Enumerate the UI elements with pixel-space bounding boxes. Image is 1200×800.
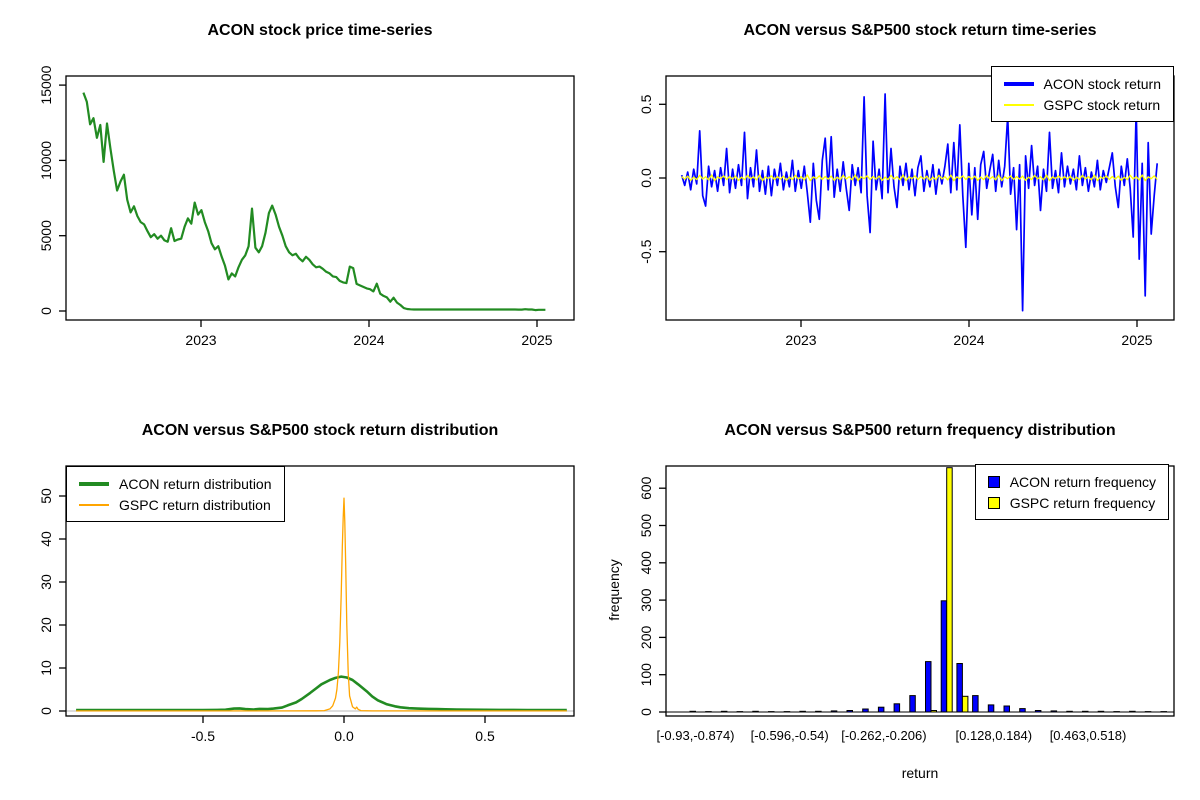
svg-text:[-0.93,-0.874): [-0.93,-0.874): [656, 728, 734, 743]
return-timeseries-legend: ACON stock return GSPC stock return: [990, 66, 1174, 122]
svg-text:[-0.262,-0.206): [-0.262,-0.206): [841, 728, 926, 743]
return-distribution-legend: ACON return distribution GSPC return dis…: [66, 466, 285, 522]
svg-text:40: 40: [38, 531, 54, 547]
acon-density-line-swatch: [79, 481, 109, 486]
gspc-density-line-swatch: [79, 503, 109, 506]
svg-text:2024: 2024: [953, 332, 984, 348]
svg-text:[0.128,0.184): [0.128,0.184): [955, 728, 1032, 743]
svg-text:10: 10: [38, 660, 54, 676]
svg-text:2024: 2024: [353, 332, 384, 348]
legend-label: ACON return distribution: [119, 475, 272, 492]
return-timeseries-chart: -0.5 0.0 0.5 2023 2024 2025: [638, 75, 1175, 348]
return-frequency-chart: 0 100 200 300 400 500 600 [-0.93,-0.874) [-0.596…: [638, 465, 1175, 743]
svg-text:100: 100: [638, 663, 654, 687]
svg-text:-0.5: -0.5: [191, 728, 215, 744]
legend-item-acon-return: ACON stock return: [1003, 73, 1161, 94]
svg-text:50: 50: [38, 488, 54, 504]
return-frequency-legend: ACON return frequency GSPC return freque…: [974, 464, 1169, 520]
svg-text:300: 300: [638, 588, 654, 612]
acon-return-line-swatch: [1003, 81, 1034, 86]
legend-label: GSPC return frequency: [1009, 494, 1156, 511]
svg-text:0: 0: [38, 307, 54, 315]
legend-item-gspc-return: GSPC stock return: [1003, 94, 1161, 115]
svg-text:5000: 5000: [38, 220, 54, 251]
svg-text:2023: 2023: [785, 332, 816, 348]
gspc-return-line-swatch: [1003, 103, 1034, 106]
acon-frequency-square-swatch: [987, 475, 1000, 488]
svg-text:30: 30: [38, 574, 54, 590]
panel-return-distribution: 0 10 20 30 40 50 -0.5 0.0 0.5 ACON versus S&P500…: [0, 400, 600, 800]
legend-label: ACON stock return: [1043, 75, 1161, 92]
svg-text:20: 20: [38, 617, 54, 633]
legend-label: GSPC stock return: [1043, 96, 1161, 113]
svg-text:0.0: 0.0: [334, 728, 354, 744]
return-distribution-chart: 0 10 20 30 40 50 -0.5 0.0 0.5: [38, 465, 575, 744]
gspc-frequency-square-swatch: [987, 496, 1000, 509]
svg-text:2025: 2025: [1121, 332, 1152, 348]
panel-return-frequency: 0 100 200 300 400 500 600 [-0.93,-0.874) [-0.596…: [600, 400, 1200, 800]
legend-label: GSPC return distribution: [119, 496, 271, 513]
svg-text:500: 500: [638, 514, 654, 538]
svg-text:-0.5: -0.5: [638, 239, 654, 263]
legend-label: ACON return frequency: [1009, 473, 1156, 490]
legend-item-gspc-frequency: GSPC return frequency: [987, 492, 1156, 513]
legend-item-acon-frequency: ACON return frequency: [987, 471, 1156, 492]
panel-return-timeseries: -0.5 0.0 0.5 2023 2024 2025 ACON versus S&P50…: [600, 0, 1200, 400]
svg-text:600: 600: [638, 476, 654, 500]
svg-text:[-0.596,-0.54): [-0.596,-0.54): [751, 728, 829, 743]
svg-text:0.0: 0.0: [638, 168, 654, 188]
svg-text:0.5: 0.5: [475, 728, 495, 744]
svg-text:400: 400: [638, 551, 654, 575]
svg-text:2025: 2025: [521, 332, 552, 348]
panel-price-timeseries: 0 5000 10000 15000 2023 2024 2025 ACON stock p…: [0, 0, 600, 400]
price-timeseries-chart: 0 5000 10000 15000 2023 2024 2025: [38, 65, 575, 348]
svg-text:[0.463,0.518): [0.463,0.518): [1050, 728, 1127, 743]
svg-text:0: 0: [38, 707, 54, 715]
legend-item-acon-density: ACON return distribution: [79, 473, 272, 494]
svg-text:0.5: 0.5: [638, 94, 654, 114]
svg-text:0: 0: [638, 708, 654, 716]
legend-item-gspc-density: GSPC return distribution: [79, 494, 272, 515]
svg-text:15000: 15000: [38, 65, 54, 104]
svg-text:200: 200: [638, 626, 654, 650]
svg-text:10000: 10000: [38, 141, 54, 180]
svg-text:2023: 2023: [185, 332, 216, 348]
